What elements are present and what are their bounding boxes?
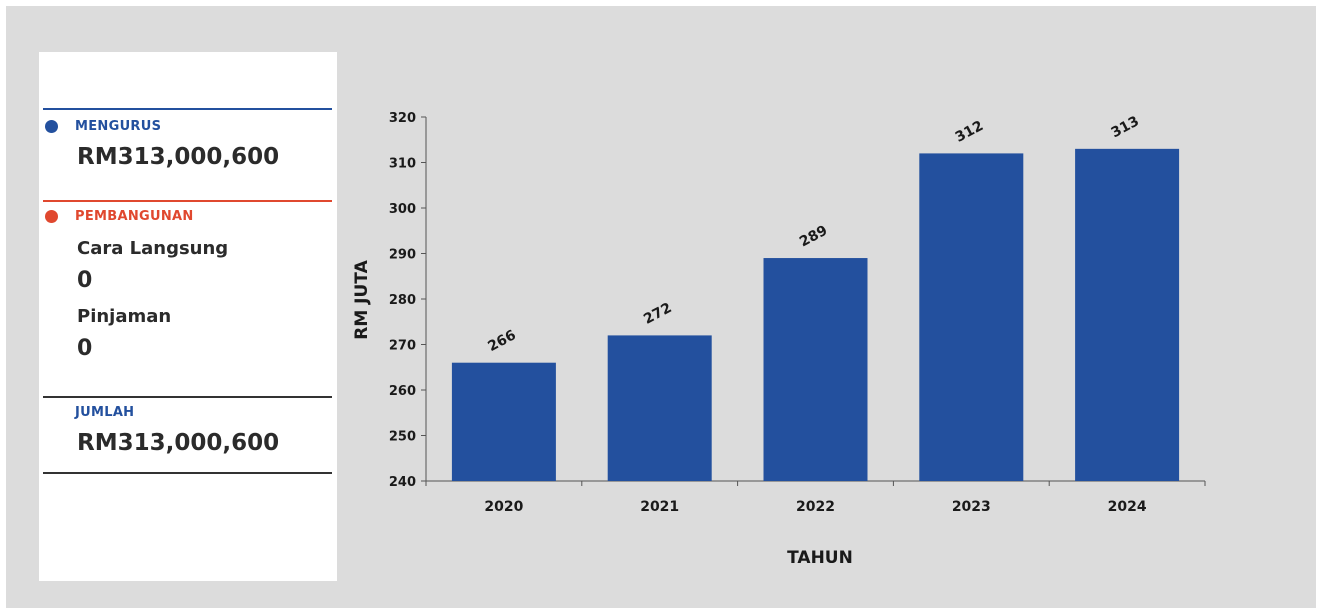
bar-2021 bbox=[607, 335, 712, 481]
pembangunan-divider bbox=[43, 200, 332, 202]
x-tick-label: 2020 bbox=[484, 499, 523, 515]
bars bbox=[451, 148, 1180, 481]
mengurus-divider bbox=[43, 108, 332, 110]
mengurus-label: MENGURUS bbox=[75, 119, 162, 134]
cara-langsung-value: 0 bbox=[77, 268, 93, 293]
data-label-2021: 272 bbox=[641, 300, 674, 328]
x-axis-title: TAHUN bbox=[787, 548, 853, 568]
summary-panel: MENGURUS RM313,000,600 PEMBANGUNAN Cara … bbox=[39, 52, 337, 581]
pembangunan-label: PEMBANGUNAN bbox=[75, 209, 194, 224]
y-tick-label: 290 bbox=[389, 248, 416, 263]
y-tick-label: 260 bbox=[389, 384, 416, 399]
y-tick-label: 320 bbox=[389, 111, 416, 126]
data-label-2020: 266 bbox=[485, 327, 518, 355]
y-tick-label: 240 bbox=[389, 475, 416, 490]
x-tick-label: 2023 bbox=[952, 499, 991, 515]
jumlah-divider bbox=[43, 396, 332, 398]
y-tick-label: 280 bbox=[389, 293, 416, 308]
x-tick-label: 2022 bbox=[796, 499, 835, 515]
data-label-2023: 312 bbox=[953, 118, 986, 146]
y-tick-label: 300 bbox=[389, 202, 416, 217]
jumlah-bottom-divider bbox=[43, 472, 332, 474]
bar-2020 bbox=[451, 362, 556, 481]
jumlah-amount: RM313,000,600 bbox=[77, 430, 280, 456]
y-tick-label: 270 bbox=[389, 339, 416, 354]
x-axis: 2020 2021 2022 2023 2024 bbox=[425, 480, 1206, 515]
pinjaman-value: 0 bbox=[77, 336, 93, 361]
y-axis: 240 250 260 270 280 290 300 310 320 bbox=[389, 111, 427, 490]
mengurus-amount: RM313,000,600 bbox=[77, 144, 280, 170]
x-tick-label: 2024 bbox=[1108, 499, 1147, 515]
pinjaman-label: Pinjaman bbox=[77, 306, 172, 327]
bar-2022 bbox=[763, 258, 868, 481]
bar-2023 bbox=[919, 153, 1024, 481]
bar-2024 bbox=[1075, 148, 1180, 481]
data-label-2022: 289 bbox=[797, 223, 830, 251]
pembangunan-dot-icon bbox=[45, 210, 58, 223]
y-tick-label: 250 bbox=[389, 430, 416, 445]
y-tick-label: 310 bbox=[389, 157, 416, 172]
mengurus-dot-icon bbox=[45, 120, 58, 133]
jumlah-label: JUMLAH bbox=[75, 405, 135, 420]
y-axis-title: RM JUTA bbox=[352, 259, 372, 339]
cara-langsung-label: Cara Langsung bbox=[77, 238, 229, 259]
data-label-2024: 313 bbox=[1109, 113, 1142, 141]
x-tick-label: 2021 bbox=[640, 499, 679, 515]
